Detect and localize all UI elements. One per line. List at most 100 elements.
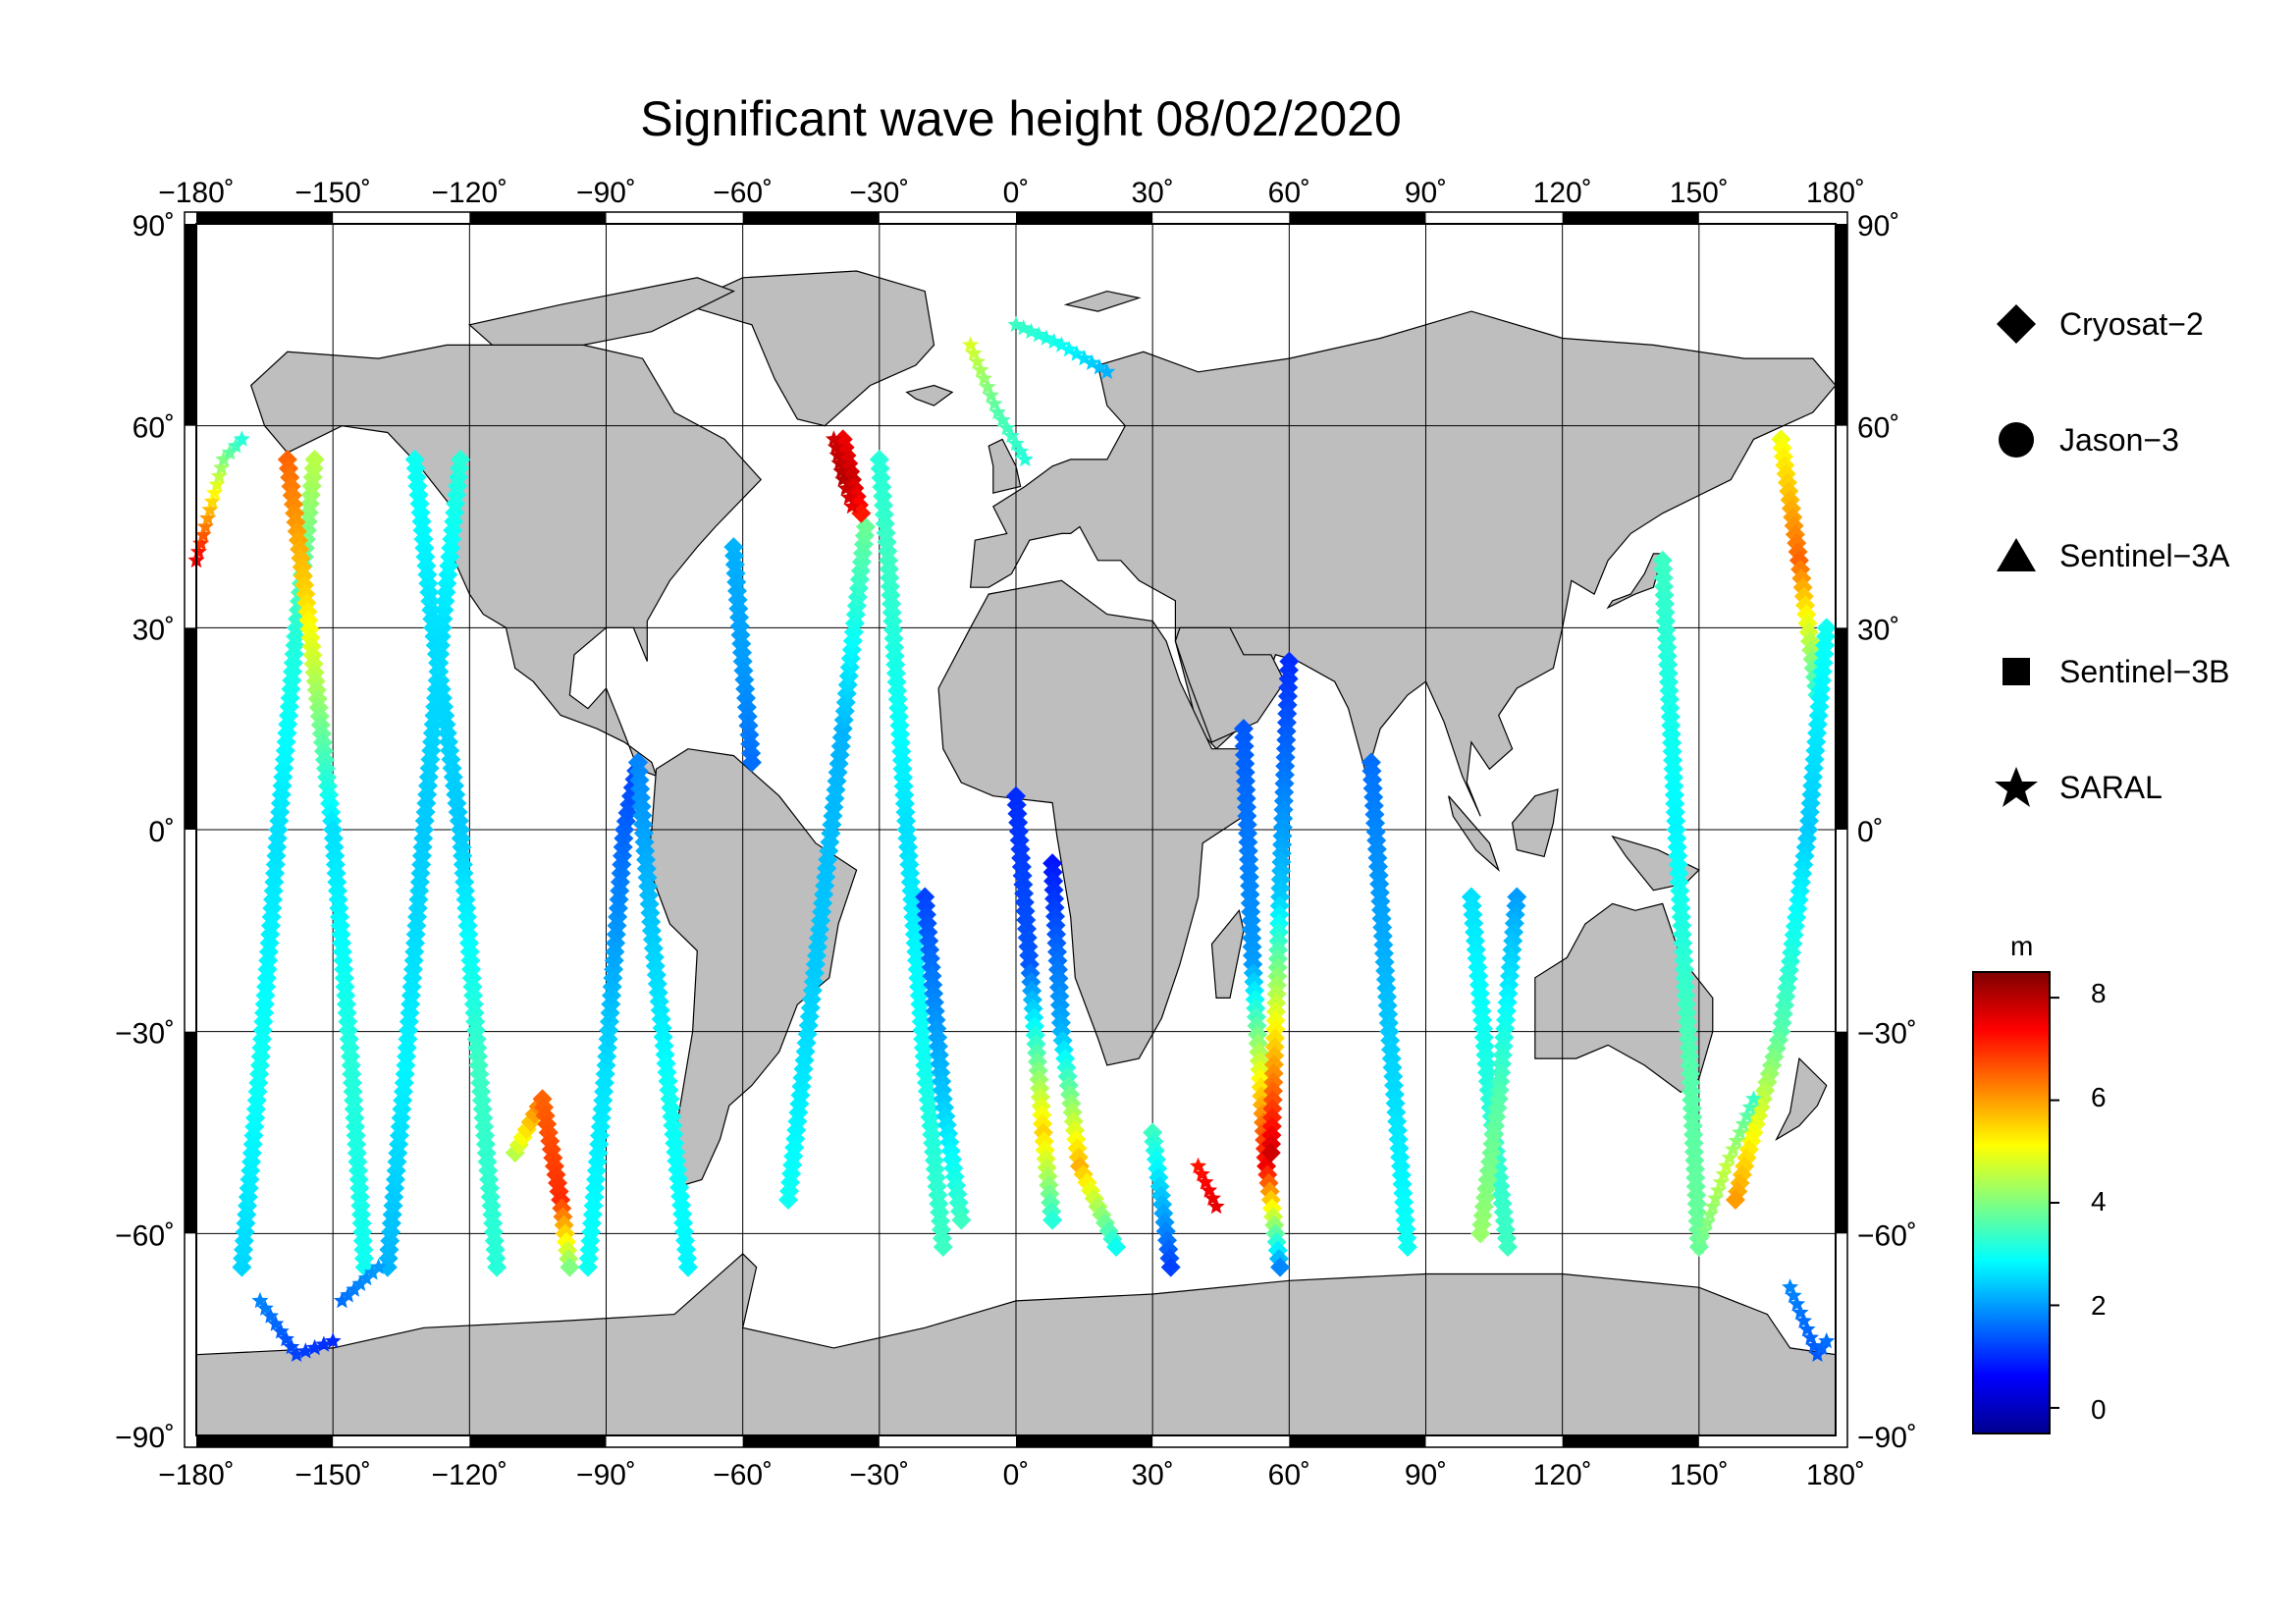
satellite-track: [915, 887, 972, 1230]
satellite-track: [1143, 1122, 1181, 1277]
frame-bar-left: [185, 1031, 196, 1234]
track-point: [1160, 1257, 1181, 1277]
track-point: [1738, 1107, 1756, 1123]
lon-tick-label: −120˚: [432, 1459, 508, 1491]
track-point: [370, 1258, 388, 1274]
track-point: [851, 503, 872, 523]
track-point: [1060, 341, 1078, 357]
track-point: [976, 369, 993, 386]
satellite-track: [1190, 1157, 1225, 1215]
frame-bar-bottom: [1562, 1435, 1699, 1447]
track-point: [828, 446, 846, 463]
colorbar-gradient: [1972, 971, 2051, 1434]
lon-tick-label: 150˚: [1670, 177, 1729, 209]
lat-tick-label: 30˚: [133, 614, 175, 646]
south-america: [646, 748, 858, 1188]
track-point: [221, 444, 239, 460]
track-point: [962, 336, 980, 352]
track-point: [340, 1286, 357, 1303]
track-point: [1732, 1123, 1749, 1140]
diamond-icon: [1997, 304, 2036, 344]
lat-tick-label: 90˚: [1857, 210, 1899, 243]
track-point: [840, 488, 858, 506]
track-point: [208, 475, 226, 492]
lon-tick-label: −30˚: [849, 177, 909, 209]
satellite-track: [869, 449, 953, 1258]
north-america: [250, 344, 763, 778]
track-point: [206, 484, 224, 501]
graticule: [196, 224, 1836, 1435]
track-point: [227, 437, 244, 454]
track-point: [1818, 1332, 1836, 1349]
track-point: [1470, 1223, 1491, 1244]
lon-tick-label: 90˚: [1405, 177, 1447, 209]
lat-tick-label: −60˚: [115, 1219, 175, 1252]
lon-tick-label: −60˚: [713, 1459, 773, 1491]
track-point: [988, 404, 1006, 420]
legend-label: Sentinel−3B: [2059, 654, 2230, 689]
satellite-track: [505, 1089, 580, 1277]
lon-tick-label: 30˚: [1131, 177, 1173, 209]
track-point: [1798, 1321, 1816, 1337]
satellite-track: [1042, 853, 1127, 1258]
satellite-track: [1470, 887, 1527, 1244]
satellite-track: [232, 449, 325, 1277]
lat-tick-label: 30˚: [1857, 614, 1899, 646]
track-point: [1106, 1237, 1127, 1258]
colorbar-tick-label: 4: [2091, 1186, 2107, 1217]
track-point: [1707, 1189, 1725, 1206]
track-point: [1397, 1237, 1417, 1258]
frame-bar-top: [742, 212, 880, 224]
track-point: [1083, 353, 1100, 370]
track-point: [304, 449, 325, 469]
lon-tick-label: 60˚: [1268, 1459, 1310, 1491]
lon-tick-label: 120˚: [1533, 1459, 1592, 1491]
satellite-track: [251, 1291, 342, 1362]
track-point: [1015, 319, 1033, 336]
lon-tick-labels-top: −180˚ −150˚ −120˚ −90˚ −60˚ −30˚ 0˚ 30˚ 60˚ 90˚ 12…: [158, 177, 1865, 209]
lat-tick-labels-left: 90˚ 60˚ 30˚ 0˚ −30˚ −60˚ −90˚: [115, 210, 175, 1454]
uk: [988, 438, 1022, 494]
track-point: [194, 526, 212, 543]
track-point: [1741, 1098, 1759, 1115]
lat-tick-label: 90˚: [133, 210, 175, 243]
track-point: [199, 509, 217, 526]
iceland: [905, 384, 954, 406]
track-point: [1260, 1143, 1281, 1163]
colorbar-tick-label: 2: [2091, 1290, 2107, 1321]
lon-tick-label: −120˚: [432, 177, 508, 209]
track-point: [1728, 1132, 1745, 1149]
legend-label: Sentinel−3A: [2059, 538, 2230, 573]
track-point: [998, 419, 1016, 436]
square-icon: [2002, 658, 2030, 685]
track-point: [351, 1274, 369, 1291]
lon-tick-label: −90˚: [576, 177, 636, 209]
satellite-track: [1260, 651, 1300, 1163]
lon-tick-label: −180˚: [158, 1459, 235, 1491]
lon-tick-label: 150˚: [1670, 1459, 1729, 1491]
lat-tick-label: −30˚: [115, 1018, 175, 1051]
satellite-track: [277, 449, 375, 1277]
frame-bar-right: [1836, 627, 1847, 830]
colorbar-tick-label: 6: [2091, 1082, 2107, 1112]
chart-title: Significant wave height 08/02/2020: [640, 91, 1402, 146]
satellite-track: [962, 336, 1034, 467]
frame-bar-top: [1562, 212, 1699, 224]
track-point: [306, 1338, 324, 1356]
frame-bar-left: [185, 627, 196, 830]
track-point: [1007, 315, 1025, 333]
colorbar-tick-label: 0: [2091, 1394, 2107, 1425]
legend-item-cryosat: Cryosat−2: [1993, 295, 2296, 353]
lat-tick-label: −90˚: [1857, 1422, 1917, 1454]
track-point: [251, 1291, 269, 1309]
lon-tick-label: −180˚: [158, 177, 235, 209]
track-point: [933, 1237, 953, 1258]
track-point: [832, 462, 850, 479]
track-point: [1725, 1140, 1742, 1157]
star-icon: [1995, 767, 2038, 807]
sumatra: [1448, 795, 1500, 873]
frame-bar-left: [185, 224, 196, 426]
track-point: [1715, 1165, 1733, 1182]
legend-item-sentinel3a: Sentinel−3A: [1993, 526, 2296, 585]
